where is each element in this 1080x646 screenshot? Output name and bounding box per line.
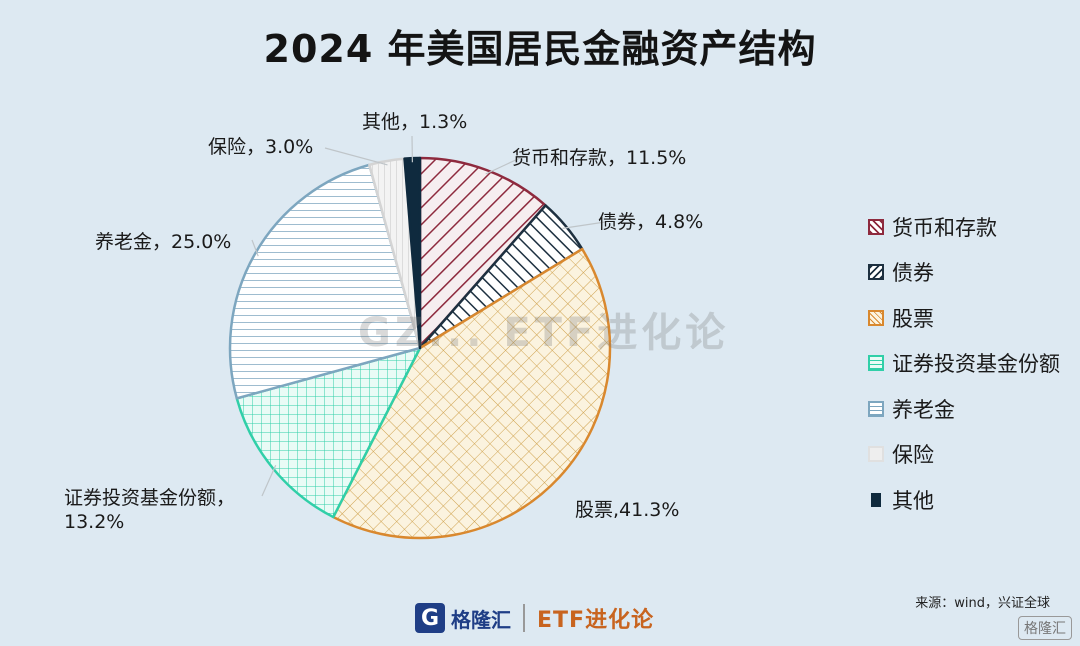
legend-label: 债券 [892, 261, 934, 286]
leader-line [562, 221, 606, 229]
brand-divider [523, 604, 525, 632]
legend-label: 货币和存款 [892, 215, 997, 240]
legend-item: 证券投资基金份额 [868, 341, 1060, 387]
logo-icon: G [415, 603, 445, 633]
legend-item: 货币和存款 [868, 204, 1060, 250]
legend-label: 养老金 [892, 397, 955, 422]
chart-legend: 货币和存款 债券 股票 证券投资基金份额 养老金 保险 其他 [868, 204, 1060, 523]
legend-swatch [868, 218, 884, 235]
legend-item: 其他 [868, 477, 1060, 523]
legend-swatch [871, 492, 881, 507]
footer-brand: G 格隆汇 ETF进化论 [415, 598, 654, 638]
legend-swatch [868, 264, 884, 281]
sub-brand-name: ETF进化论 [537, 608, 655, 633]
legend-label: 股票 [892, 306, 934, 331]
pie-slice [228, 163, 422, 400]
slice-label: 保险，3.0% [208, 136, 313, 158]
pie-slice [332, 247, 612, 540]
leader-line [251, 239, 259, 257]
legend-item: 股票 [868, 295, 1060, 341]
leader-line [485, 157, 521, 175]
chart-title: 2024 年美国居民金融资产结构 [263, 27, 817, 71]
pie-slice [235, 346, 422, 519]
legend-swatch [868, 355, 884, 372]
legend-swatch [868, 400, 884, 417]
slice-label: 证券投资基金份额， 13.2% [64, 487, 235, 533]
slice-label: 养老金，25.0% [95, 231, 231, 253]
legend-label: 证券投资基金份额 [892, 352, 1060, 377]
brand-name: 格隆汇 [451, 607, 511, 632]
source-note: 来源：wind，兴证全球 [915, 596, 1050, 611]
legend-swatch [868, 309, 884, 326]
leader-line [261, 465, 277, 497]
slice-label: 其他，1.3% [362, 111, 467, 133]
watermark: GZ... ETF进化论 [358, 310, 730, 356]
legend-item: 保险 [868, 432, 1060, 478]
corner-badge: 格隆汇 [1018, 616, 1072, 640]
legend-swatch [868, 446, 884, 463]
slice-label: 股票,41.3% [575, 499, 679, 521]
legend-item: 养老金 [868, 386, 1060, 432]
legend-label: 保险 [892, 443, 934, 468]
slice-label: 货币和存款，11.5% [512, 147, 686, 169]
pie-slice [418, 156, 547, 350]
leader-line [324, 147, 388, 166]
legend-label: 其他 [892, 488, 934, 513]
slice-label: 债券，4.8% [598, 211, 703, 233]
legend-item: 债券 [868, 250, 1060, 296]
